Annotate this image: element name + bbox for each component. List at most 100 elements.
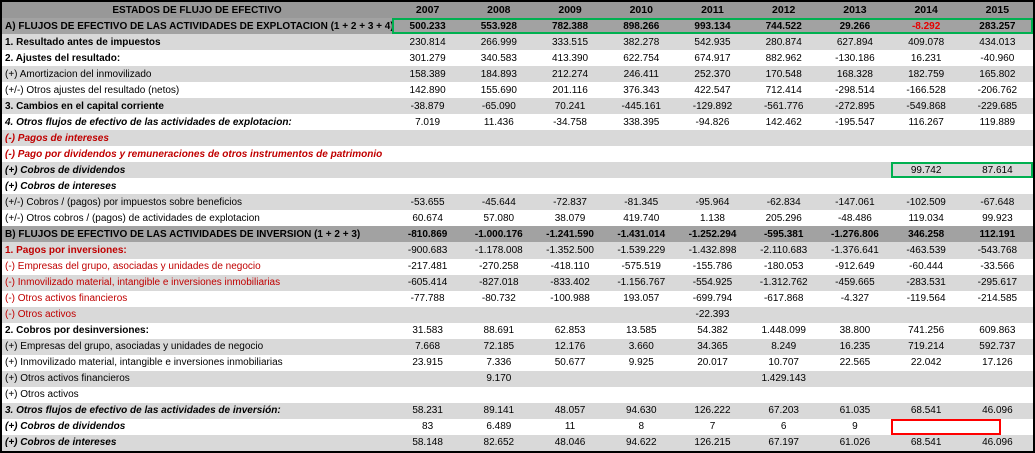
cell-2015-row26[interactable]: 46.096 — [982, 437, 1013, 449]
cell-2007-row8[interactable] — [392, 146, 463, 162]
cell-2007-row22[interactable] — [392, 371, 463, 387]
cell-2011-row24[interactable]: 126.222 — [694, 405, 731, 417]
cell-2010-row2[interactable]: 622.754 — [623, 52, 660, 64]
cell-2012-row1[interactable]: 280.874 — [765, 36, 802, 48]
cell-2012-row17[interactable]: -617.868 — [763, 293, 804, 305]
row-label[interactable]: (-) Inmovilizado material, intangible e … — [5, 277, 281, 289]
cell-2008-row26[interactable]: 82.652 — [483, 437, 515, 449]
cell-2011-row5[interactable]: -129.892 — [692, 100, 733, 112]
cell-2009-row20[interactable]: 12.176 — [554, 341, 586, 353]
cell-2012-row0[interactable]: 744.522 — [765, 20, 802, 32]
cell-2010-row9[interactable] — [606, 162, 677, 178]
cell-2009-row23[interactable] — [534, 387, 605, 403]
cell-2013-row3[interactable]: 168.328 — [836, 68, 873, 80]
cell-2011-row7[interactable] — [677, 130, 748, 146]
cell-2007-row18[interactable] — [392, 307, 463, 323]
cell-2009-row17[interactable]: -100.988 — [550, 293, 590, 305]
cell-2011-row13[interactable]: -1.252.294 — [688, 228, 737, 240]
cell-2014-row15[interactable]: -60.444 — [909, 261, 944, 273]
row-label[interactable]: 2. Ajustes del resultado: — [5, 52, 121, 64]
cell-2015-row3[interactable]: 165.802 — [979, 68, 1016, 80]
cell-2014-row17[interactable]: -119.564 — [906, 293, 946, 305]
cell-2014-row21[interactable]: 22.042 — [910, 357, 942, 369]
cell-2011-row2[interactable]: 674.917 — [694, 52, 731, 64]
cell-2012-row9[interactable] — [748, 162, 819, 178]
cell-2009-row18[interactable] — [534, 307, 605, 323]
cell-2014-row10[interactable] — [891, 178, 962, 194]
row-label[interactable]: (+/-) Otros ajustes del resultado (netos… — [5, 84, 180, 96]
cell-2012-row26[interactable]: 67.197 — [768, 437, 799, 449]
cell-2014-row14[interactable]: -463.539 — [906, 244, 946, 256]
row-label[interactable]: (+) Otros activos financieros — [5, 373, 130, 385]
cell-2009-row16[interactable]: -833.402 — [550, 277, 590, 289]
cell-2007-row9[interactable] — [392, 162, 463, 178]
cell-2007-row5[interactable]: -38.879 — [410, 100, 445, 112]
cell-2010-row23[interactable] — [606, 387, 677, 403]
cell-2012-row25[interactable]: 6 — [780, 421, 787, 433]
cell-2012-row4[interactable]: 712.414 — [765, 84, 802, 96]
year-header-2015[interactable]: 2015 — [985, 4, 1010, 17]
cell-2015-row23[interactable] — [962, 387, 1033, 403]
cell-2012-row2[interactable]: 882.962 — [765, 52, 802, 64]
cell-2010-row0[interactable]: 898.266 — [623, 20, 660, 32]
cell-2009-row6[interactable]: -34.758 — [553, 116, 587, 128]
cell-2009-row24[interactable]: 48.057 — [554, 405, 586, 417]
cell-2015-row21[interactable]: 17.126 — [982, 357, 1013, 369]
cell-2009-row5[interactable]: 70.241 — [554, 100, 586, 112]
cell-2009-row3[interactable]: 212.274 — [551, 68, 589, 80]
cell-2011-row6[interactable]: -94.826 — [695, 116, 730, 128]
row-label[interactable]: (-) Pago por dividendos y remuneraciones… — [5, 148, 383, 160]
cell-2014-row6[interactable]: 116.267 — [908, 116, 944, 128]
cell-2011-row0[interactable]: 993.134 — [694, 20, 731, 32]
cell-2007-row12[interactable]: 60.674 — [412, 212, 443, 224]
cell-2013-row22[interactable] — [819, 371, 890, 387]
cell-2011-row11[interactable]: -95.964 — [695, 196, 730, 208]
cell-2011-row12[interactable]: 1.138 — [699, 212, 725, 224]
cell-2015-row9[interactable]: 87.614 — [982, 164, 1013, 176]
cell-2014-row26[interactable]: 68.541 — [910, 437, 942, 449]
cell-2009-row15[interactable]: -418.110 — [550, 261, 590, 273]
cell-2010-row18[interactable] — [606, 307, 677, 323]
cell-2012-row7[interactable] — [748, 130, 819, 146]
year-header-2008[interactable]: 2008 — [487, 4, 511, 17]
cell-2010-row4[interactable]: 376.343 — [623, 84, 660, 96]
row-label[interactable]: (+) Inmovilizado material, intangible e … — [5, 357, 283, 369]
cell-2011-row10[interactable] — [677, 178, 748, 194]
cell-2007-row11[interactable]: -53.655 — [410, 196, 445, 208]
cell-2014-row1[interactable]: 409.078 — [908, 36, 945, 48]
cell-2008-row15[interactable]: -270.258 — [479, 261, 519, 273]
cell-2014-row8[interactable] — [891, 146, 962, 162]
row-label[interactable]: (-) Pagos de intereses — [5, 132, 109, 144]
cell-2014-row18[interactable] — [891, 307, 962, 323]
cell-2007-row3[interactable]: 158.389 — [409, 68, 446, 80]
cell-2008-row10[interactable] — [463, 178, 534, 194]
cell-2013-row24[interactable]: 61.035 — [839, 405, 871, 417]
cell-2010-row7[interactable] — [606, 130, 677, 146]
cell-2015-row0[interactable]: 283.257 — [979, 20, 1016, 32]
cell-2010-row1[interactable]: 382.278 — [623, 36, 660, 48]
cell-2013-row16[interactable]: -459.665 — [835, 277, 875, 289]
cell-2013-row2[interactable]: -130.186 — [835, 52, 875, 64]
cell-2010-row3[interactable]: 246.411 — [623, 68, 659, 80]
cell-2007-row6[interactable]: 7.019 — [415, 116, 441, 128]
cell-2008-row0[interactable]: 553.928 — [480, 20, 517, 32]
row-label[interactable]: (+) Cobros de intereses — [5, 180, 117, 192]
cell-2015-row2[interactable]: -40.960 — [980, 52, 1015, 64]
cell-2008-row3[interactable]: 184.893 — [480, 68, 517, 80]
cell-2010-row14[interactable]: -1.539.229 — [617, 244, 666, 256]
cell-2008-row2[interactable]: 340.583 — [480, 52, 517, 64]
cell-2009-row4[interactable]: 201.116 — [552, 84, 588, 96]
cell-2014-row2[interactable]: 16.231 — [910, 52, 942, 64]
cell-2007-row20[interactable]: 7.668 — [415, 341, 441, 353]
cell-2007-row17[interactable]: -77.788 — [410, 293, 445, 305]
cell-2011-row18[interactable]: -22.393 — [695, 309, 730, 321]
cell-2013-row17[interactable]: -4.327 — [840, 293, 870, 305]
cell-2013-row0[interactable]: 29.266 — [839, 20, 871, 32]
cell-2009-row13[interactable]: -1.241.590 — [546, 228, 594, 240]
cell-2013-row26[interactable]: 61.026 — [839, 437, 871, 449]
row-label[interactable]: 1. Pagos por inversiones: — [5, 244, 127, 256]
cell-2011-row14[interactable]: -1.432.898 — [688, 244, 737, 256]
cell-2013-row20[interactable]: 16.235 — [839, 341, 871, 353]
cell-2008-row12[interactable]: 57.080 — [483, 212, 515, 224]
cell-2012-row6[interactable]: 142.462 — [765, 116, 802, 128]
